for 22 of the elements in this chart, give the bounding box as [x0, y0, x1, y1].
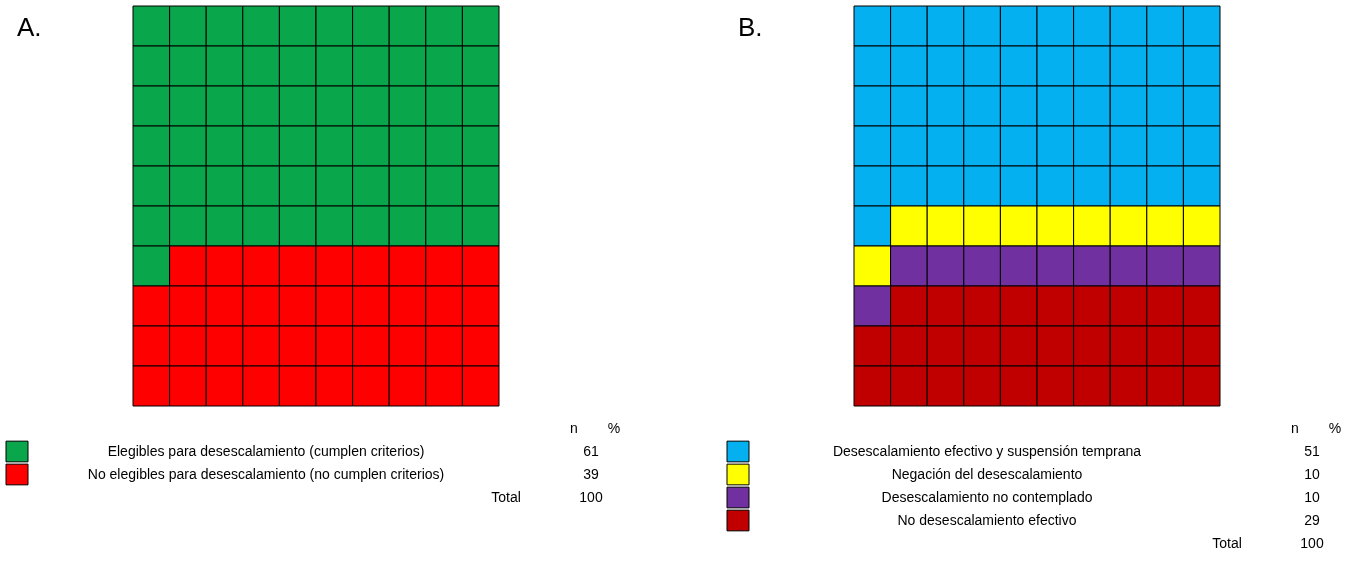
category-label: Desescalamiento no contemplado — [881, 488, 1093, 505]
category-label: No desescalamiento efectivo — [897, 511, 1077, 528]
text: 100 — [579, 488, 603, 505]
text: 100 — [1300, 534, 1324, 551]
data-label: 51 — [1304, 442, 1320, 459]
data-label: 10 — [1304, 488, 1320, 505]
category-label: Elegibles para desescalamiento (cumplen criterios) — [107, 442, 425, 459]
data-label: 10 — [1304, 465, 1320, 482]
text: B. — [737, 12, 763, 42]
text: Total — [1212, 534, 1242, 551]
text: % — [607, 419, 621, 436]
text: Total — [491, 488, 521, 505]
category-label: Negación del desescalamiento — [891, 465, 1083, 482]
text: % — [1328, 419, 1342, 436]
category-label: Desescalamiento efectivo y suspensión temprana — [832, 442, 1142, 459]
data-label: 39 — [583, 465, 599, 482]
text: A. — [16, 12, 42, 42]
text: n — [570, 419, 578, 436]
text: n — [1291, 419, 1299, 436]
data-label: 61 — [583, 442, 599, 459]
category-label: No elegibles para desescalamiento (no cumplen criterios) — [87, 465, 445, 482]
data-label: 29 — [1304, 511, 1320, 528]
